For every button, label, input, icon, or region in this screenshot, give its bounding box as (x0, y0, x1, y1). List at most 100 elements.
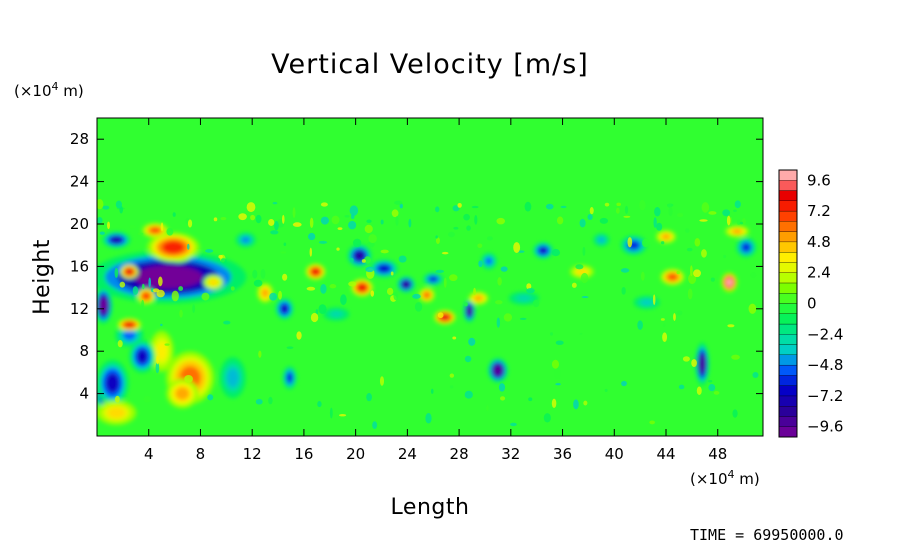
velocity-contour (423, 291, 431, 299)
x-tick-label: 28 (450, 445, 469, 463)
turbulence-speck (364, 256, 371, 264)
turbulence-speck (166, 227, 174, 236)
turbulence-speck (517, 250, 525, 253)
x-tick-label: 36 (553, 445, 572, 463)
turbulence-speck (713, 391, 720, 395)
turbulence-speck (372, 421, 378, 430)
turbulence-speck (207, 394, 214, 401)
colorbar-band (778, 354, 798, 366)
velocity-cell (655, 230, 677, 244)
colorbar-band (778, 406, 798, 417)
velocity-contour (136, 349, 148, 364)
turbulence-speck (184, 375, 193, 383)
turbulence-speck (220, 216, 227, 221)
turbulence-speck (571, 282, 577, 288)
turbulence-speck (435, 269, 445, 274)
turbulence-speck (687, 288, 693, 300)
colorbar-label: 7.2 (807, 202, 831, 220)
turbulence-speck (500, 396, 506, 401)
colorbar-bands (778, 169, 798, 438)
turbulence-speck (223, 320, 231, 325)
velocity-contour (661, 233, 671, 240)
velocity-cell (725, 225, 750, 238)
colorbar-label: −4.8 (807, 356, 843, 374)
turbulence-speck (732, 409, 738, 418)
velocity-contour (125, 268, 134, 275)
turbulence-speck (457, 202, 462, 208)
y-axis: 4 8 12 16 20 24 28 (70, 130, 763, 403)
velocity-cell (423, 272, 444, 286)
colorbar-band (778, 416, 798, 427)
turbulence-speck (292, 207, 296, 219)
velocity-cell (117, 318, 142, 332)
turbulence-speck (652, 294, 656, 306)
turbulence-speck (171, 290, 179, 302)
colorbar-label: 2.4 (807, 264, 831, 282)
colorbar-label: 4.8 (807, 233, 831, 251)
turbulence-speck (496, 317, 501, 328)
x-axis: 4 8 12 16 20 24 28 32 36 40 44 48 (144, 118, 727, 463)
turbulence-speck (398, 255, 407, 263)
velocity-cell (120, 264, 139, 280)
velocity-contour (517, 295, 531, 302)
turbulence-speck (551, 248, 561, 257)
velocity-contour (330, 311, 342, 317)
turbulence-speck (329, 407, 333, 419)
turbulence-speck (621, 380, 627, 387)
turbulence-speck (187, 243, 190, 250)
turbulence-speck (553, 368, 562, 380)
turbulence-speck (348, 281, 357, 287)
turbulence-speck (676, 310, 683, 316)
turbulence-speck (496, 217, 505, 225)
turbulence-speck (339, 414, 347, 417)
turbulence-speck (615, 207, 620, 214)
turbulence-speck (543, 413, 551, 423)
velocity-contour (640, 299, 653, 306)
turbulence-speck (320, 202, 328, 207)
turbulence-speck (274, 220, 279, 231)
turbulence-speck (230, 286, 235, 291)
turbulence-speck (156, 355, 159, 365)
turbulence-speck (437, 312, 444, 319)
turbulence-speck (471, 205, 479, 209)
velocity-cell (97, 400, 137, 425)
turbulence-speck (668, 207, 673, 217)
turbulence-speck (575, 264, 584, 270)
velocity-cell (736, 237, 757, 258)
turbulence-speck (238, 213, 247, 221)
turbulence-speck (117, 340, 123, 348)
turbulence-speck (380, 249, 389, 254)
turbulence-speck (164, 343, 170, 346)
turbulence-speck (268, 218, 275, 226)
turbulence-speck (379, 376, 385, 386)
y-axis-label: Height (30, 239, 55, 315)
turbulence-speck (253, 279, 263, 287)
turbulence-speck (255, 214, 262, 224)
x-tick-label: 44 (656, 445, 675, 463)
turbulence-speck (309, 247, 313, 257)
velocity-cell (533, 242, 554, 259)
velocity-cell (166, 378, 199, 409)
velocity-contour (208, 279, 218, 286)
colorbar-band (778, 241, 798, 253)
turbulence-speck (201, 292, 210, 301)
velocity-contour (110, 236, 123, 244)
turbulence-texture (97, 199, 759, 430)
turbulence-speck (452, 336, 457, 340)
velocity-contour (107, 407, 126, 419)
turbulence-speck (449, 385, 454, 389)
x-tick-label: 40 (605, 445, 624, 463)
turbulence-speck (708, 383, 716, 392)
colorbar-label: 9.6 (807, 171, 831, 189)
velocity-contour (149, 227, 161, 234)
velocity-contour (241, 236, 251, 244)
turbulence-speck (551, 398, 557, 408)
turbulence-speck (727, 324, 735, 328)
velocity-cell (397, 276, 416, 293)
turbulence-speck (693, 269, 701, 278)
turbulence-speck (441, 251, 449, 255)
colorbar-band (778, 252, 798, 263)
turbulence-speck (155, 362, 160, 374)
turbulence-speck (464, 355, 472, 363)
velocity-contour (485, 257, 493, 265)
